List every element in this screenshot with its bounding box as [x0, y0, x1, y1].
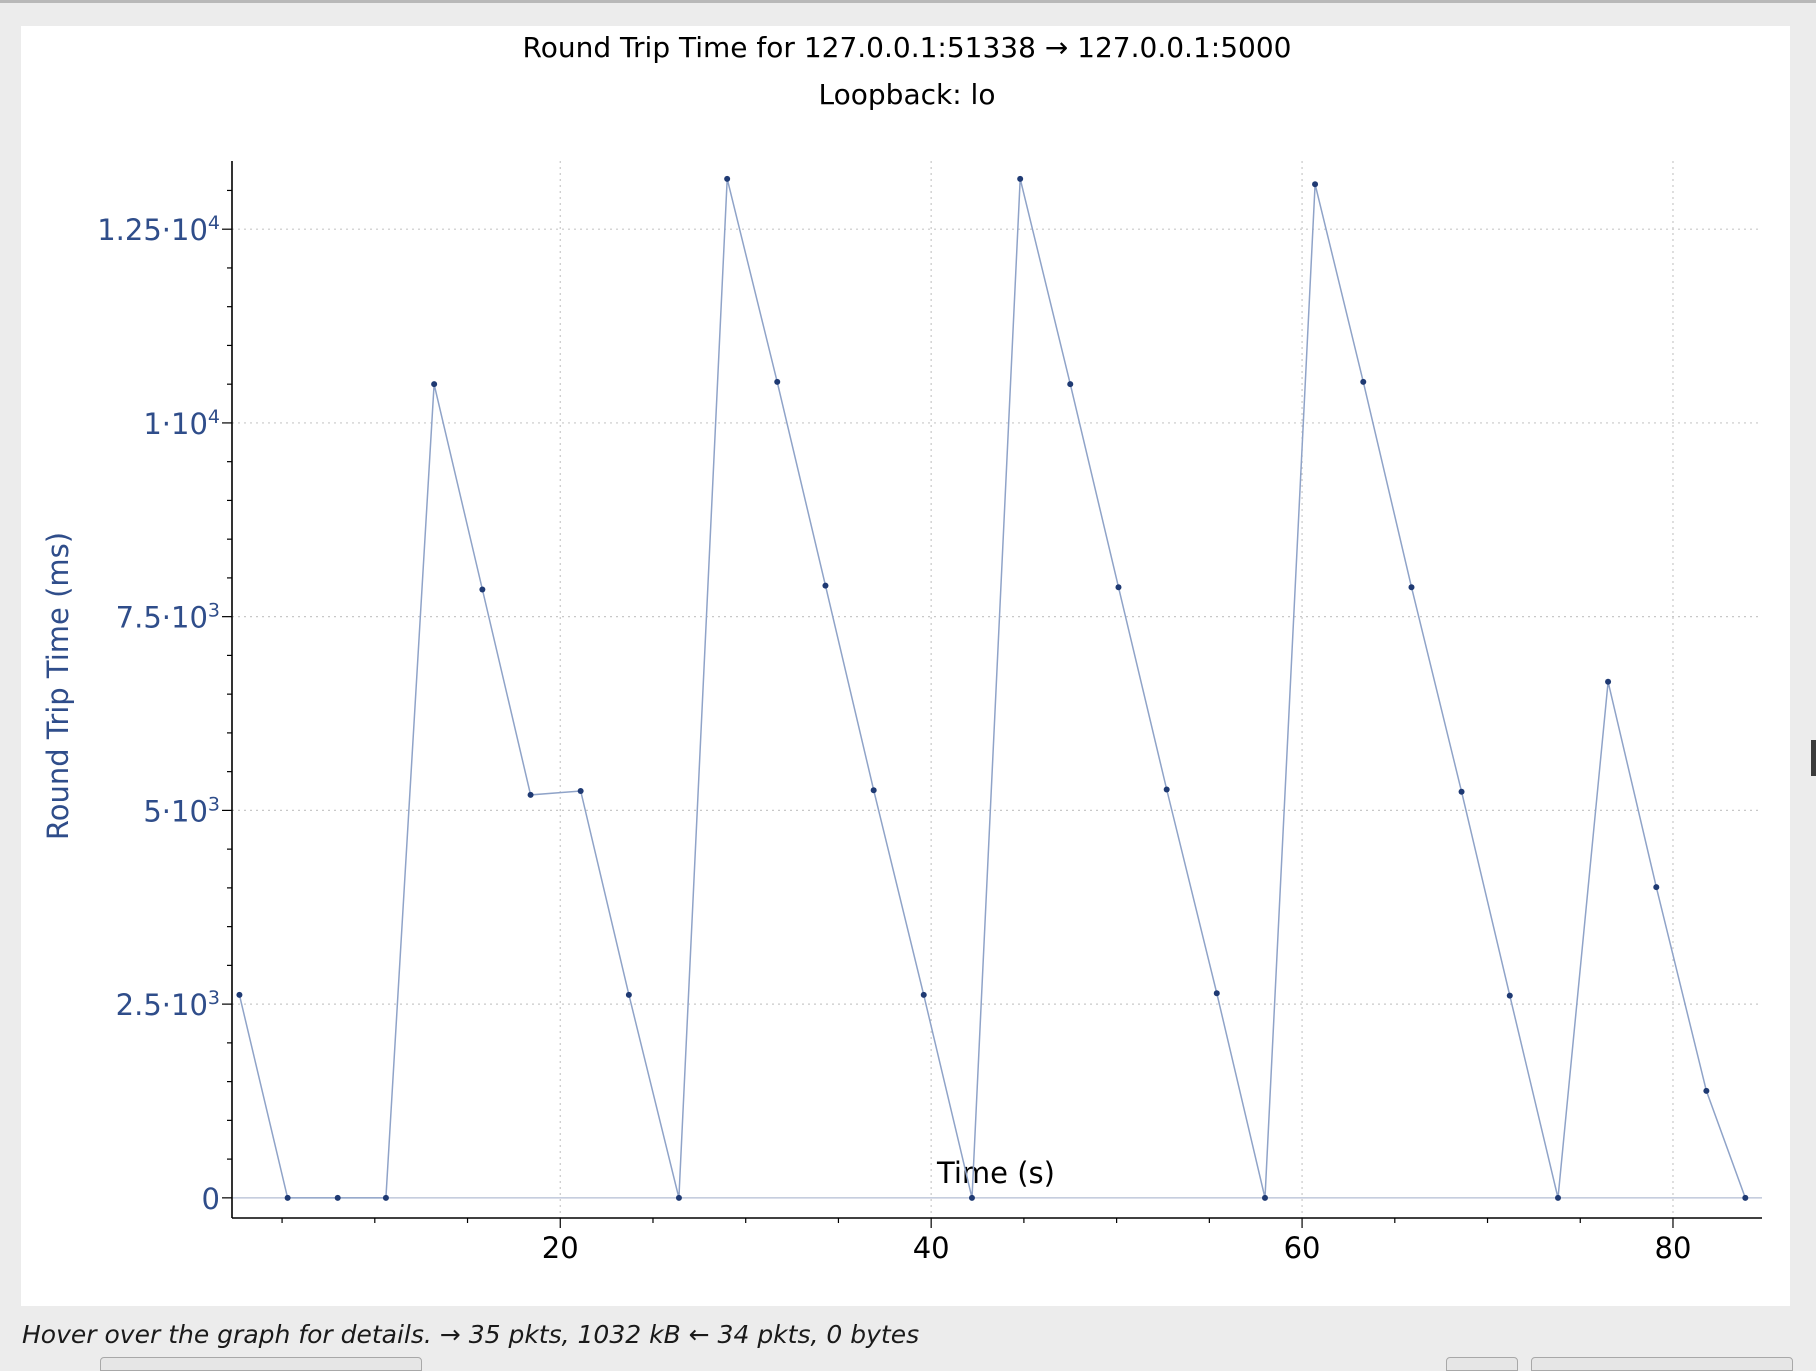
- x-axis-label: Time (s): [936, 1156, 1055, 1190]
- status-bar-text: Hover over the graph for details. → 35 p…: [22, 1320, 920, 1349]
- data-point[interactable]: [431, 381, 438, 388]
- data-point[interactable]: [1163, 786, 1170, 793]
- data-point[interactable]: [1703, 1087, 1710, 1094]
- data-point[interactable]: [1408, 584, 1415, 591]
- y-axis-label: Round Trip Time (ms): [41, 532, 75, 840]
- data-point[interactable]: [1605, 678, 1612, 685]
- series-line: [238, 178, 1747, 1199]
- data-point[interactable]: [675, 1194, 682, 1201]
- data-point[interactable]: [236, 991, 243, 998]
- data-point[interactable]: [1067, 381, 1074, 388]
- data-point[interactable]: [774, 378, 781, 385]
- y-tick-label: 0: [202, 1182, 220, 1216]
- data-point[interactable]: [1742, 1194, 1749, 1201]
- grid-lines: [232, 161, 1762, 1218]
- footer-button-left[interactable]: [100, 1357, 422, 1371]
- data-point[interactable]: [822, 582, 829, 589]
- data-point[interactable]: [382, 1194, 389, 1201]
- data-point[interactable]: [577, 788, 584, 795]
- data-point[interactable]: [870, 787, 877, 794]
- series-rtt[interactable]: [236, 175, 1749, 1201]
- y-tick-label: 5·103: [143, 793, 220, 828]
- chart-subtitle: Loopback: lo: [819, 78, 996, 111]
- x-tick-label: 80: [1655, 1231, 1692, 1265]
- y-tick-label: 1·104: [143, 406, 220, 441]
- x-tick-label: 40: [913, 1231, 950, 1265]
- data-point[interactable]: [334, 1194, 341, 1201]
- data-point[interactable]: [1213, 990, 1220, 997]
- data-point[interactable]: [479, 586, 486, 593]
- data-point[interactable]: [527, 791, 534, 798]
- rtt-chart[interactable]: Round Trip Time for 127.0.0.1:51338 → 12…: [21, 26, 1790, 1306]
- window-resize-edge: [1811, 740, 1816, 776]
- window-top-edge: [0, 0, 1816, 3]
- chart-title: Round Trip Time for 127.0.0.1:51338 → 12…: [523, 31, 1292, 64]
- data-point[interactable]: [1653, 884, 1660, 891]
- graph-panel[interactable]: Round Trip Time for 127.0.0.1:51338 → 12…: [21, 26, 1790, 1306]
- axes: 0 2.5·103 5·103 7.5·103 1·104 1.25·104 20 40 60 8…: [97, 161, 1762, 1265]
- footer-button-right[interactable]: [1531, 1357, 1793, 1371]
- y-tick-label: 1.25·104: [97, 212, 220, 247]
- data-point[interactable]: [1261, 1194, 1268, 1201]
- data-point[interactable]: [284, 1194, 291, 1201]
- x-tick-label: 20: [542, 1231, 579, 1265]
- data-point[interactable]: [724, 175, 731, 182]
- data-point[interactable]: [920, 991, 927, 998]
- data-point[interactable]: [1555, 1194, 1561, 1201]
- data-point[interactable]: [1458, 788, 1465, 795]
- data-point[interactable]: [1506, 992, 1513, 999]
- data-point[interactable]: [1312, 181, 1319, 188]
- y-tick-label: 7.5·103: [116, 600, 220, 635]
- data-point[interactable]: [1115, 584, 1122, 591]
- data-point[interactable]: [625, 991, 632, 998]
- footer-button-middle[interactable]: [1446, 1357, 1518, 1371]
- y-tick-label: 2.5·103: [116, 987, 220, 1022]
- data-point[interactable]: [1017, 175, 1024, 182]
- data-point[interactable]: [968, 1194, 975, 1201]
- data-point[interactable]: [1360, 378, 1367, 385]
- x-tick-label: 60: [1284, 1231, 1321, 1265]
